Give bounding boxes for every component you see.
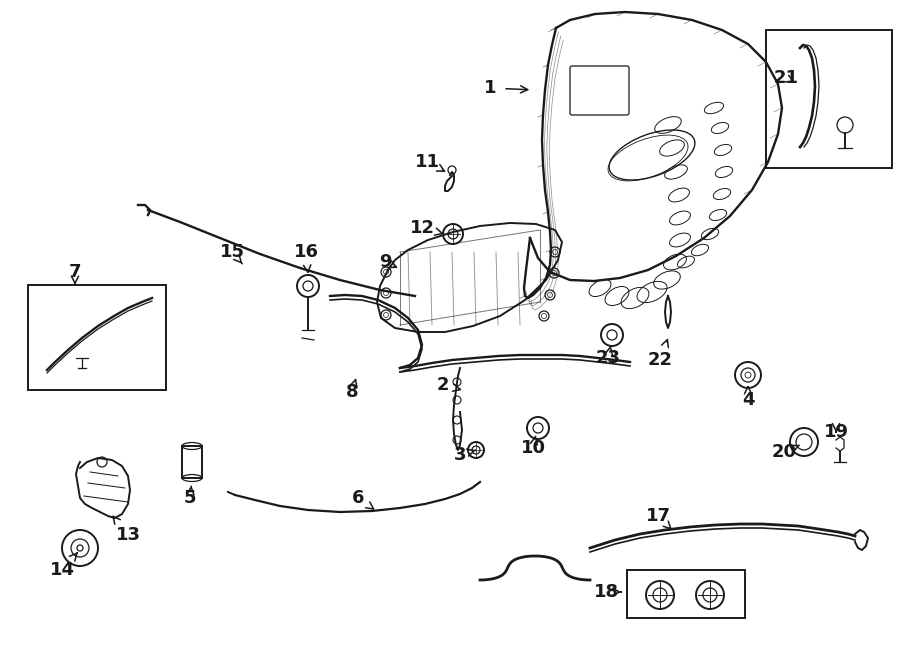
Text: 22: 22: [647, 340, 672, 369]
Text: 17: 17: [645, 507, 670, 529]
Text: 23: 23: [596, 346, 620, 367]
Text: 8: 8: [346, 379, 358, 401]
Bar: [182, 446, 202, 478]
Text: 20: 20: [771, 443, 799, 461]
Text: 1: 1: [484, 79, 527, 97]
Text: 15: 15: [220, 243, 245, 264]
Text: 11: 11: [415, 153, 445, 171]
Text: 3: 3: [454, 446, 476, 464]
Text: 7: 7: [68, 263, 81, 284]
Bar: [766, 30, 892, 168]
Text: 9: 9: [379, 253, 396, 271]
Text: 12: 12: [410, 219, 444, 237]
Text: 19: 19: [824, 423, 849, 441]
Bar: [627, 570, 745, 618]
Text: 4: 4: [742, 387, 754, 409]
Text: 21: 21: [773, 69, 798, 87]
Text: 6: 6: [352, 489, 374, 509]
Text: 14: 14: [50, 553, 77, 579]
Text: 2: 2: [436, 376, 460, 394]
Text: 5: 5: [184, 486, 196, 507]
Text: 10: 10: [520, 436, 545, 457]
Text: 16: 16: [293, 243, 319, 272]
Bar: [28, 285, 166, 390]
Text: 13: 13: [113, 516, 140, 544]
Text: 18: 18: [593, 583, 621, 601]
